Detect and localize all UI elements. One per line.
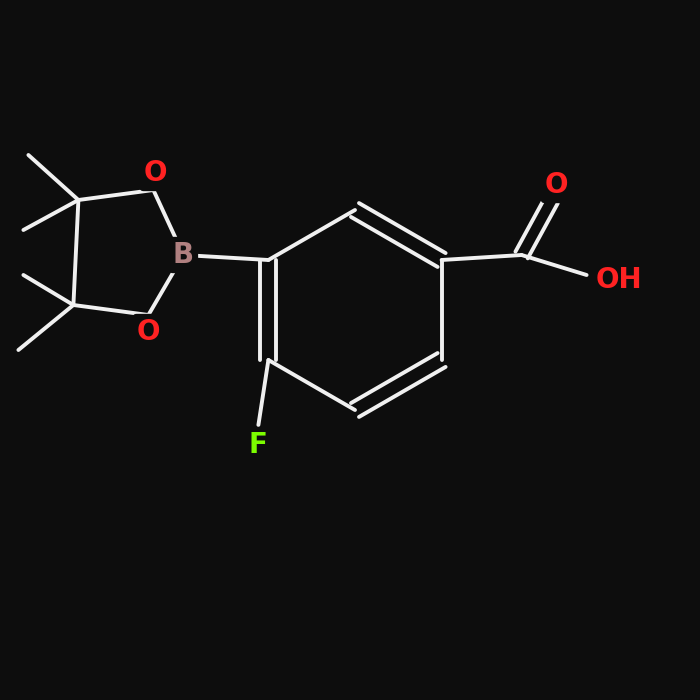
- Text: F: F: [249, 431, 268, 459]
- Text: O: O: [144, 159, 167, 187]
- Text: B: B: [173, 241, 194, 269]
- Text: O: O: [136, 318, 160, 346]
- Text: OH: OH: [595, 266, 642, 294]
- Text: O: O: [545, 171, 568, 199]
